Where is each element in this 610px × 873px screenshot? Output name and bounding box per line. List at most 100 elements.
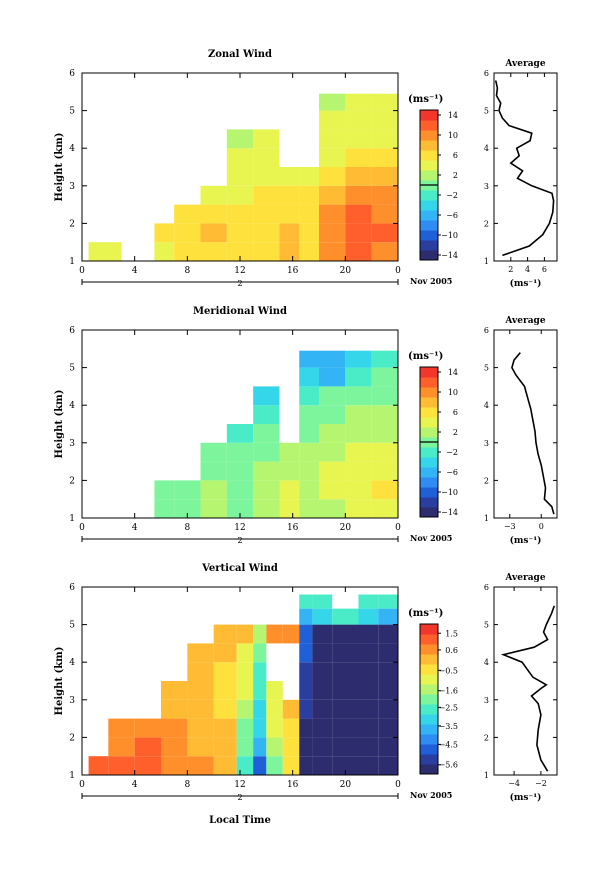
colorbar-tick-label: −5.6 — [439, 761, 458, 770]
heatmap-cell — [312, 594, 333, 609]
colorbar-segment — [420, 240, 438, 251]
heatmap-cell — [345, 367, 372, 387]
heatmap-cell — [213, 737, 237, 757]
colorbar-tick-label: 6 — [453, 408, 458, 417]
y-tick-label: 3 — [69, 696, 75, 706]
x-tick-label: 0 — [79, 523, 85, 533]
heatmap-cell — [253, 662, 267, 681]
heatmap-cell — [299, 223, 319, 243]
colorbar-segment — [420, 150, 438, 161]
colorbar-segment — [420, 674, 438, 685]
colorbar-segment — [420, 754, 438, 765]
y-tick-label: 1 — [69, 771, 75, 781]
colorbar-segment — [420, 507, 438, 518]
heatmap-cell — [187, 699, 214, 719]
profile-y-tick-label: 3 — [484, 439, 489, 448]
heatmap-cell — [312, 699, 333, 719]
y-tick-label: 4 — [69, 401, 75, 411]
colorbar-tick-label: −6 — [446, 211, 458, 220]
profile-unit: (ms⁻¹) — [510, 535, 542, 546]
heatmap-cell — [358, 662, 379, 681]
heatmap-cell — [253, 223, 280, 243]
heatmap-cell — [332, 737, 359, 757]
profile-y-tick-label: 2 — [484, 733, 489, 742]
profile-x-tick-label: 4 — [525, 265, 530, 274]
heatmap-cell — [332, 643, 359, 663]
y-tick-label: 1 — [69, 514, 75, 524]
heatmap-cell — [161, 756, 188, 775]
heatmap-cell — [319, 350, 346, 368]
heatmap-cell — [371, 405, 398, 424]
heatmap-cell — [279, 167, 300, 186]
heatmap-cell — [226, 223, 254, 243]
heatmap-cell — [299, 386, 319, 406]
heatmap-cell — [236, 699, 254, 719]
heatmap-cell — [299, 461, 319, 481]
colorbar-segment — [420, 664, 438, 675]
heatmap-cell — [88, 242, 122, 261]
heatmap-cell — [108, 756, 135, 775]
profile-y-tick-label: 3 — [484, 696, 489, 705]
heatmap-cell — [253, 737, 267, 757]
heatmap-cell — [108, 737, 135, 757]
heatmap-cell — [253, 424, 280, 443]
heatmap-cell — [319, 223, 346, 243]
heatmap-cell — [299, 242, 319, 261]
heatmap-cell — [299, 499, 319, 518]
heatmap-cell — [226, 461, 254, 481]
heatmap-cell — [312, 608, 333, 625]
profile-y-tick-label: 4 — [484, 144, 489, 153]
heatmap-cell — [358, 699, 379, 719]
heatmap-cell — [312, 643, 333, 663]
heatmap-cell — [345, 442, 372, 462]
colorbar-segment — [420, 250, 438, 261]
colorbar-tick-label: −0.5 — [439, 666, 458, 675]
colorbar-tick-label: −10 — [441, 488, 458, 497]
heatmap-cell — [279, 223, 300, 243]
heatmap-cell — [319, 129, 346, 149]
heatmap-cell — [154, 480, 175, 500]
heatmap-cell — [312, 737, 333, 757]
heatmap-cell — [299, 167, 319, 186]
heatmap-cell — [213, 699, 237, 719]
profile-line — [500, 605, 556, 772]
heatmap-cell — [253, 386, 280, 406]
heatmap-cell — [299, 756, 313, 775]
colorbar-unit: (ms⁻¹) — [408, 94, 443, 105]
heatmap-cell — [358, 737, 379, 757]
heatmap-cell — [266, 737, 283, 757]
colorbar-tick-label: −3.5 — [439, 722, 458, 731]
day-label: 2 — [237, 279, 242, 288]
heatmap-cell — [312, 718, 333, 738]
colorbar-segment — [420, 457, 438, 468]
colorbar-segment — [420, 634, 438, 645]
y-tick-label: 2 — [69, 476, 75, 486]
colorbar-segment — [420, 644, 438, 655]
heatmap-cell — [226, 148, 254, 167]
heatmap-cell — [319, 386, 346, 406]
colorbar-segment — [420, 447, 438, 458]
profile-y-tick-label: 6 — [484, 326, 489, 335]
colorbar-segment — [420, 377, 438, 388]
colorbar-segment — [420, 130, 438, 141]
heatmap-cell — [358, 594, 379, 609]
heatmap-cell — [174, 499, 201, 518]
heatmap-cell — [378, 594, 398, 609]
heatmap-cell — [253, 442, 280, 462]
heatmap-cell — [371, 148, 398, 167]
y-tick-label: 2 — [69, 219, 75, 229]
day-label: 2 — [237, 793, 242, 802]
colorbar-unit: (ms⁻¹) — [408, 608, 443, 619]
heatmap-cell — [154, 499, 175, 518]
profile-x-tick-label: 0 — [539, 522, 544, 531]
heatmap-cell — [345, 499, 372, 518]
x-tick-label: 4 — [132, 780, 138, 790]
heatmap-cell — [253, 129, 280, 149]
heatmap-cell — [266, 699, 283, 719]
heatmap-cell — [299, 662, 313, 681]
colorbar-segment — [420, 734, 438, 745]
heatmap-cell — [200, 480, 227, 500]
y-tick-label: 6 — [69, 69, 75, 79]
colorbar-tick-label: 14 — [448, 368, 458, 377]
heatmap-cell — [279, 461, 300, 481]
